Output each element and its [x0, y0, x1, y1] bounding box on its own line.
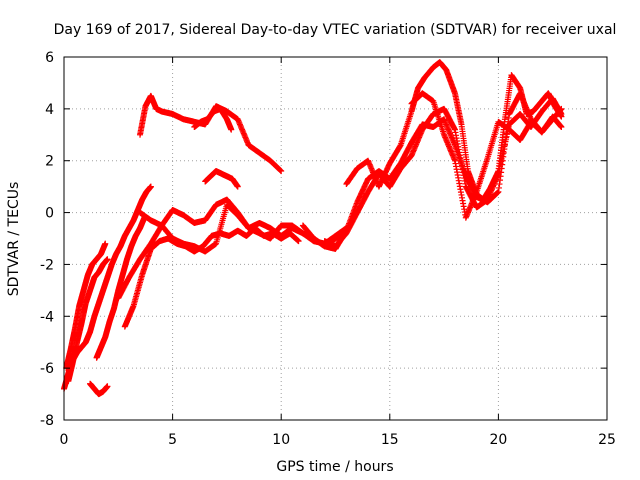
series-track-h — [137, 201, 350, 255]
y-tick-label: -2 — [40, 257, 54, 273]
y-tick-label: 6 — [45, 50, 54, 66]
y-tick-labels: -8 -6 -4 -2 0 2 4 6 — [40, 50, 54, 429]
y-tick-label: -4 — [40, 309, 54, 325]
y-tick-label: 4 — [45, 102, 54, 118]
y-axis-label: SDTVAR / TECUs — [6, 182, 22, 297]
y-tick-label: -6 — [40, 361, 54, 377]
series-track-e — [93, 214, 148, 361]
series-track-a — [61, 183, 154, 392]
y-tick-label: 0 — [45, 206, 54, 222]
data-point — [295, 238, 302, 245]
x-tick-label: 25 — [598, 432, 616, 448]
x-tick-labels: 0 5 10 15 20 25 — [60, 432, 616, 448]
y-tick-label: -8 — [40, 413, 54, 429]
grid — [64, 57, 607, 420]
x-tick-label: 10 — [272, 432, 290, 448]
series-track-k — [202, 168, 241, 190]
data-point — [102, 240, 109, 247]
data-point — [104, 383, 111, 390]
x-tick-label: 0 — [60, 432, 69, 448]
data-point — [104, 256, 111, 263]
x-axis-label: GPS time / hours — [276, 459, 393, 475]
series-track-b — [63, 240, 109, 372]
data-point — [147, 183, 154, 190]
series-track-i — [137, 92, 285, 175]
series-track-c — [65, 256, 111, 385]
x-tick-label: 5 — [168, 432, 177, 448]
x-tick-label: 20 — [489, 432, 507, 448]
chart-title: Day 169 of 2017, Sidereal Day-to-day VTE… — [54, 22, 617, 38]
series-track-g — [121, 225, 302, 330]
data-points — [61, 59, 565, 398]
y-tick-label: 2 — [45, 154, 54, 170]
series-track-d — [87, 380, 111, 398]
x-tick-label: 15 — [381, 432, 399, 448]
